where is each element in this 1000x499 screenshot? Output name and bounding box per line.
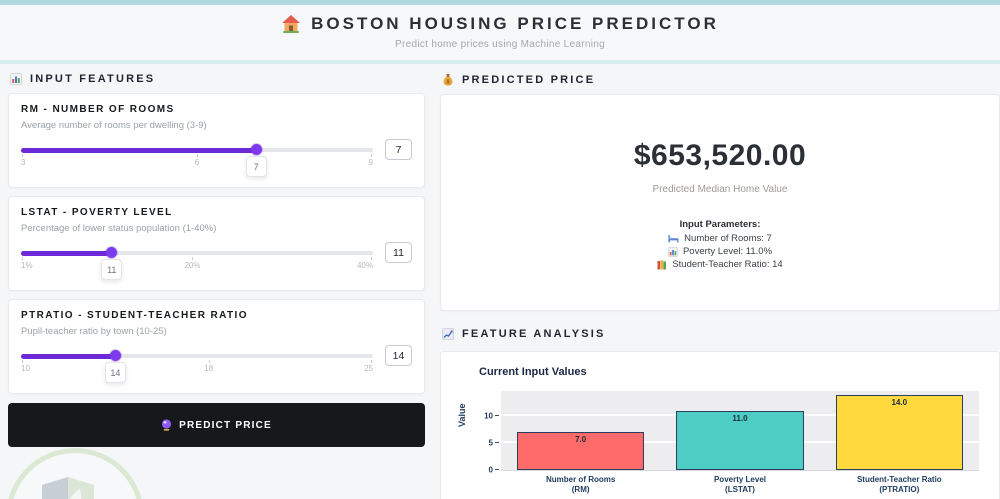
slider-title: LSTAT - POVERTY LEVEL bbox=[21, 207, 173, 218]
param-ptratio-text: Student-Teacher Ratio: 14 bbox=[672, 259, 783, 270]
slider-description: Pupil-teacher ratio by town (10-25) bbox=[21, 326, 167, 337]
bar-chart-icon bbox=[668, 246, 678, 257]
feature-analysis-header: FEATURE ANALYSIS bbox=[440, 319, 1000, 348]
slider-description: Average number of rooms per dwelling (3-… bbox=[21, 120, 207, 131]
crystal-ball-icon bbox=[161, 419, 172, 431]
slider-handle[interactable] bbox=[109, 350, 121, 361]
svg-text:$: $ bbox=[446, 79, 449, 85]
input-parameters-title: Input Parameters: bbox=[679, 219, 761, 230]
slider-max-label: 9 bbox=[368, 158, 373, 167]
slider-fill bbox=[21, 353, 115, 359]
predicted-price-card: $653,520.00 Predicted Median Home Value … bbox=[440, 94, 1000, 311]
x-category-label: Student-Teacher Ratio (PTRATIO) bbox=[856, 475, 942, 494]
param-rooms-text: Number of Rooms: 7 bbox=[684, 233, 772, 244]
input-features-title: INPUT FEATURES bbox=[30, 73, 156, 85]
slider-min-label: 3 bbox=[21, 158, 26, 167]
money-bag-icon: $ bbox=[442, 73, 454, 86]
slider-handle[interactable] bbox=[250, 144, 262, 155]
param-rooms: Number of Rooms: 7 bbox=[441, 233, 999, 244]
param-ptratio: Student-Teacher Ratio: 14 bbox=[441, 259, 999, 270]
slider-min-label: 1% bbox=[21, 261, 33, 270]
slider-max-label: 25 bbox=[364, 364, 373, 373]
slider-min-label: 10 bbox=[21, 364, 30, 373]
slider-value-input[interactable]: 7 bbox=[385, 139, 412, 160]
input-features-panel: INPUT FEATURES RM - NUMBER OF ROOMS Aver… bbox=[8, 64, 425, 447]
x-category-label: Number of Rooms (RM) bbox=[545, 475, 616, 494]
results-panel: $ PREDICTED PRICE $653,520.00 Predicted … bbox=[440, 64, 1000, 499]
slider-value-tooltip: 11 bbox=[101, 259, 123, 280]
y-tick-label: 5 bbox=[488, 438, 493, 448]
slider-track[interactable] bbox=[21, 251, 373, 255]
slider-fill bbox=[21, 147, 256, 153]
plot-area: 0 5 10 7.0 11.0 14.0 bbox=[484, 391, 979, 475]
predicted-price-title: PREDICTED PRICE bbox=[462, 73, 596, 86]
predicted-price-caption: Predicted Median Home Value bbox=[652, 184, 788, 195]
y-tick-mark bbox=[495, 442, 499, 444]
app-header: BOSTON HOUSING PRICE PREDICTOR Predict h… bbox=[0, 5, 1000, 60]
top-accent-bar bbox=[0, 0, 1000, 5]
slider-description: Percentage of lower status population (1… bbox=[21, 223, 217, 234]
slider-value-input[interactable]: 14 bbox=[385, 345, 412, 366]
slider-handle[interactable] bbox=[106, 247, 118, 258]
slider-mid-label: 18 bbox=[204, 364, 214, 373]
feature-analysis-card: Current Input Values Value 0 5 10 7.0 11.0 14… bbox=[440, 351, 1000, 499]
y-tick-mark bbox=[495, 415, 499, 417]
chart-increasing-icon bbox=[442, 328, 454, 340]
page-title: BOSTON HOUSING PRICE PREDICTOR bbox=[311, 14, 719, 33]
slider-value-tooltip: 14 bbox=[104, 362, 126, 383]
x-category-label: Poverty Level (LSTAT) bbox=[713, 475, 766, 494]
slider-fill bbox=[21, 250, 112, 256]
predicted-price-header: $ PREDICTED PRICE bbox=[440, 64, 1000, 94]
input-features-header: INPUT FEATURES bbox=[8, 64, 425, 93]
slider-card-lstat: LSTAT - POVERTY LEVEL Percentage of lowe… bbox=[8, 196, 425, 291]
feature-analysis-title: FEATURE ANALYSIS bbox=[462, 328, 606, 340]
param-poverty-text: Poverty Level: 11.0% bbox=[682, 246, 773, 257]
slider-title: RM - NUMBER OF ROOMS bbox=[21, 104, 175, 115]
slider-value-input[interactable]: 11 bbox=[385, 242, 412, 263]
x-category-labels: Number of Rooms (RM) Poverty Level (LSTAT) S… bbox=[501, 475, 979, 495]
predict-price-button[interactable]: PREDICT PRICE bbox=[8, 403, 425, 447]
slider-max-label: 40% bbox=[356, 261, 373, 270]
input-parameters: Input Parameters: Number of Rooms: 7 bbox=[441, 219, 999, 270]
slider-value-tooltip: 7 bbox=[245, 156, 267, 177]
y-axis-label: Value bbox=[457, 403, 467, 427]
header-divider bbox=[0, 60, 1000, 64]
house-icon bbox=[281, 15, 301, 33]
slider-card-rm: RM - NUMBER OF ROOMS Average number of r… bbox=[8, 93, 425, 188]
page-subtitle: Predict home prices using Machine Learni… bbox=[395, 39, 605, 50]
predicted-price-value: $653,520.00 bbox=[633, 139, 807, 172]
bar: 7.0 bbox=[516, 432, 645, 470]
slider-title: PTRATIO - STUDENT-TEACHER RATIO bbox=[21, 310, 248, 321]
y-tick-label: 0 bbox=[488, 465, 493, 475]
bar-chart-icon bbox=[10, 73, 22, 85]
books-icon bbox=[657, 259, 667, 270]
bar: 14.0 bbox=[835, 394, 964, 470]
slider-mid-label: 6 bbox=[194, 158, 200, 167]
predict-price-label: PREDICT PRICE bbox=[179, 419, 272, 431]
y-tick-label: 10 bbox=[484, 411, 493, 421]
bed-icon bbox=[668, 234, 679, 243]
bar-value-label: 14.0 bbox=[891, 397, 908, 407]
param-poverty: Poverty Level: 11.0% bbox=[441, 246, 999, 257]
slider-mid-label: 20% bbox=[184, 261, 201, 270]
bar: 11.0 bbox=[676, 410, 804, 470]
slider-track[interactable] bbox=[21, 354, 373, 358]
bar-value-label: 7.0 bbox=[575, 435, 587, 445]
y-tick-mark bbox=[495, 469, 499, 470]
slider-card-ptratio: PTRATIO - STUDENT-TEACHER RATIO Pupil-te… bbox=[8, 299, 425, 394]
bar-value-label: 11.0 bbox=[732, 413, 748, 423]
bar-chart: Value 0 5 10 7.0 11.0 14.0 Number of Rooms (RM… bbox=[455, 387, 989, 499]
chart-title: Current Input Values bbox=[479, 366, 587, 378]
